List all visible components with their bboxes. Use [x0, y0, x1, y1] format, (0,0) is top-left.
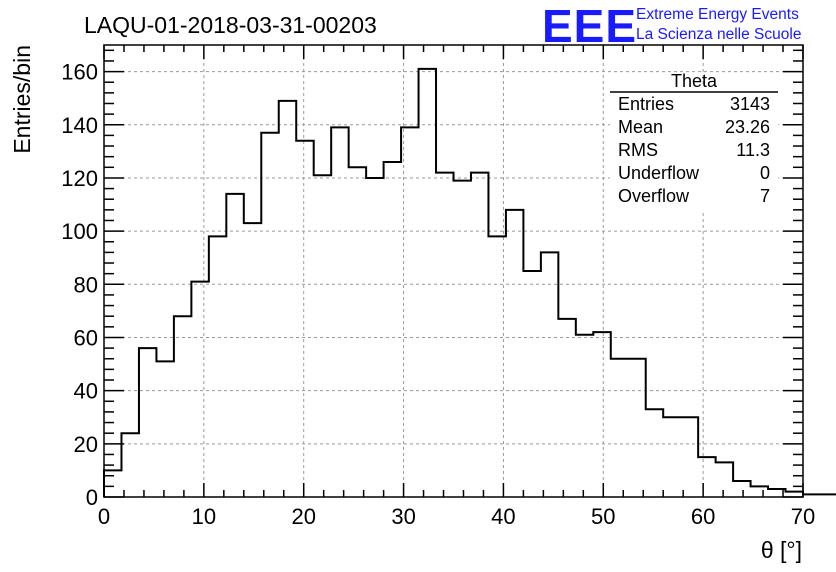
- stats-label: Overflow: [618, 186, 690, 206]
- x-tick-label: 20: [291, 504, 315, 529]
- stats-value: 23.26: [725, 117, 770, 137]
- stats-box-title: Theta: [671, 71, 718, 91]
- stats-box-rows: Entries 3143 Mean 23.26 RMS 11.3 Underflow 0 Ove…: [618, 94, 770, 206]
- y-tick-label: 80: [74, 272, 98, 297]
- y-tick-label: 160: [61, 60, 98, 85]
- stats-box-bg: [610, 84, 778, 210]
- stats-label: RMS: [618, 140, 658, 160]
- y-tick-label: 100: [61, 219, 98, 244]
- y-axis: 0 20 40 60 80 100 120 140 160: [61, 49, 803, 510]
- eee-logo-line1: Extreme Energy Events: [636, 6, 799, 23]
- stats-value: 3143: [730, 94, 770, 114]
- stats-box: Theta Entries 3143 Mean 23.26 RMS 11.3 Underfl…: [610, 71, 778, 210]
- x-tick-label: 0: [98, 504, 110, 529]
- y-tick-label: 40: [74, 379, 98, 404]
- x-tick-label: 40: [491, 504, 515, 529]
- plot-frame: [103, 44, 804, 498]
- x-tick-label: 30: [391, 504, 415, 529]
- eee-logo-mark: EEE: [542, 0, 637, 52]
- stats-value: 7: [760, 186, 770, 206]
- x-axis-label: θ [°]: [761, 537, 802, 563]
- histogram-series: [103, 67, 836, 497]
- y-axis-label: Entries/bin: [9, 45, 35, 154]
- x-tick-label: 10: [192, 504, 216, 529]
- stats-label: Entries: [618, 94, 674, 114]
- stats-value: 0: [760, 163, 770, 183]
- stats-label: Mean: [618, 117, 663, 137]
- y-tick-label: 60: [74, 325, 98, 350]
- y-tick-label: 20: [74, 432, 98, 457]
- x-tick-label: 50: [591, 504, 615, 529]
- eee-logo-line2: La Scienza nelle Scuole: [636, 26, 801, 43]
- y-tick-label: 140: [61, 113, 98, 138]
- eee-logo: EEE Extreme Energy Events La Scienza nel…: [542, 0, 801, 52]
- y-tick-label: 120: [61, 166, 98, 191]
- stats-label: Underflow: [618, 163, 700, 183]
- stats-value: 11.3: [736, 140, 770, 160]
- x-tick-label: 60: [691, 504, 715, 529]
- y-tick-label: 0: [86, 485, 98, 510]
- x-tick-label: 70: [791, 504, 815, 529]
- chart-title: LAQU-01-2018-03-31-00203: [84, 12, 377, 38]
- x-axis: 0 10 20 30 40 50 60 70: [98, 45, 815, 529]
